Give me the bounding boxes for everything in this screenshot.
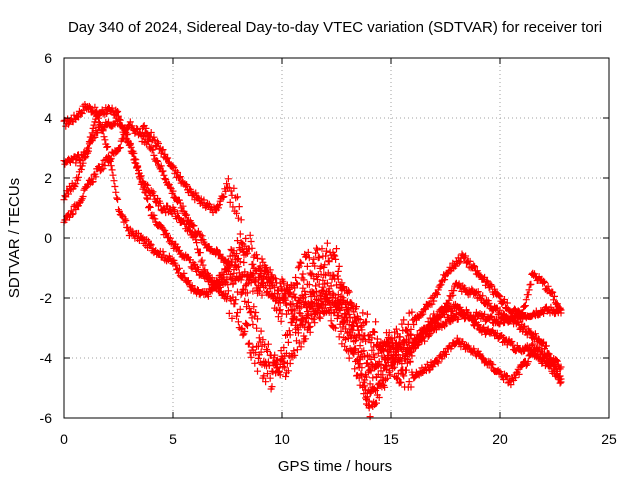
series-track-4 [60,104,565,388]
data-marks [60,101,565,421]
series-track-5 [139,122,565,409]
x-tick-label: 5 [169,431,177,447]
plus-markers [60,104,565,388]
plus-markers [60,101,565,365]
x-tick-label: 20 [492,431,508,447]
y-tick-label: 2 [44,170,52,186]
x-tick-label: 15 [383,431,399,447]
series-track-1 [60,101,565,365]
y-tick-label: -4 [40,350,53,366]
axis-ticks: 0 5 10 15 20 25 -6 -4 -2 0 2 4 6 [40,50,617,447]
y-tick-label: -2 [40,290,53,306]
y-tick-label: 4 [44,110,52,126]
y-tick-label: 6 [44,50,52,66]
y-axis-label: SDTVAR / TECUs [6,178,23,298]
x-tick-label: 0 [60,431,68,447]
y-tick-label: 0 [44,230,52,246]
chart-title: Day 340 of 2024, Sidereal Day-to-day VTE… [68,19,602,36]
x-axis-label: GPS time / hours [278,458,392,475]
x-tick-label: 10 [274,431,290,447]
y-tick-label: -6 [40,410,53,426]
x-tick-label: 25 [601,431,617,447]
plus-markers [139,122,565,409]
